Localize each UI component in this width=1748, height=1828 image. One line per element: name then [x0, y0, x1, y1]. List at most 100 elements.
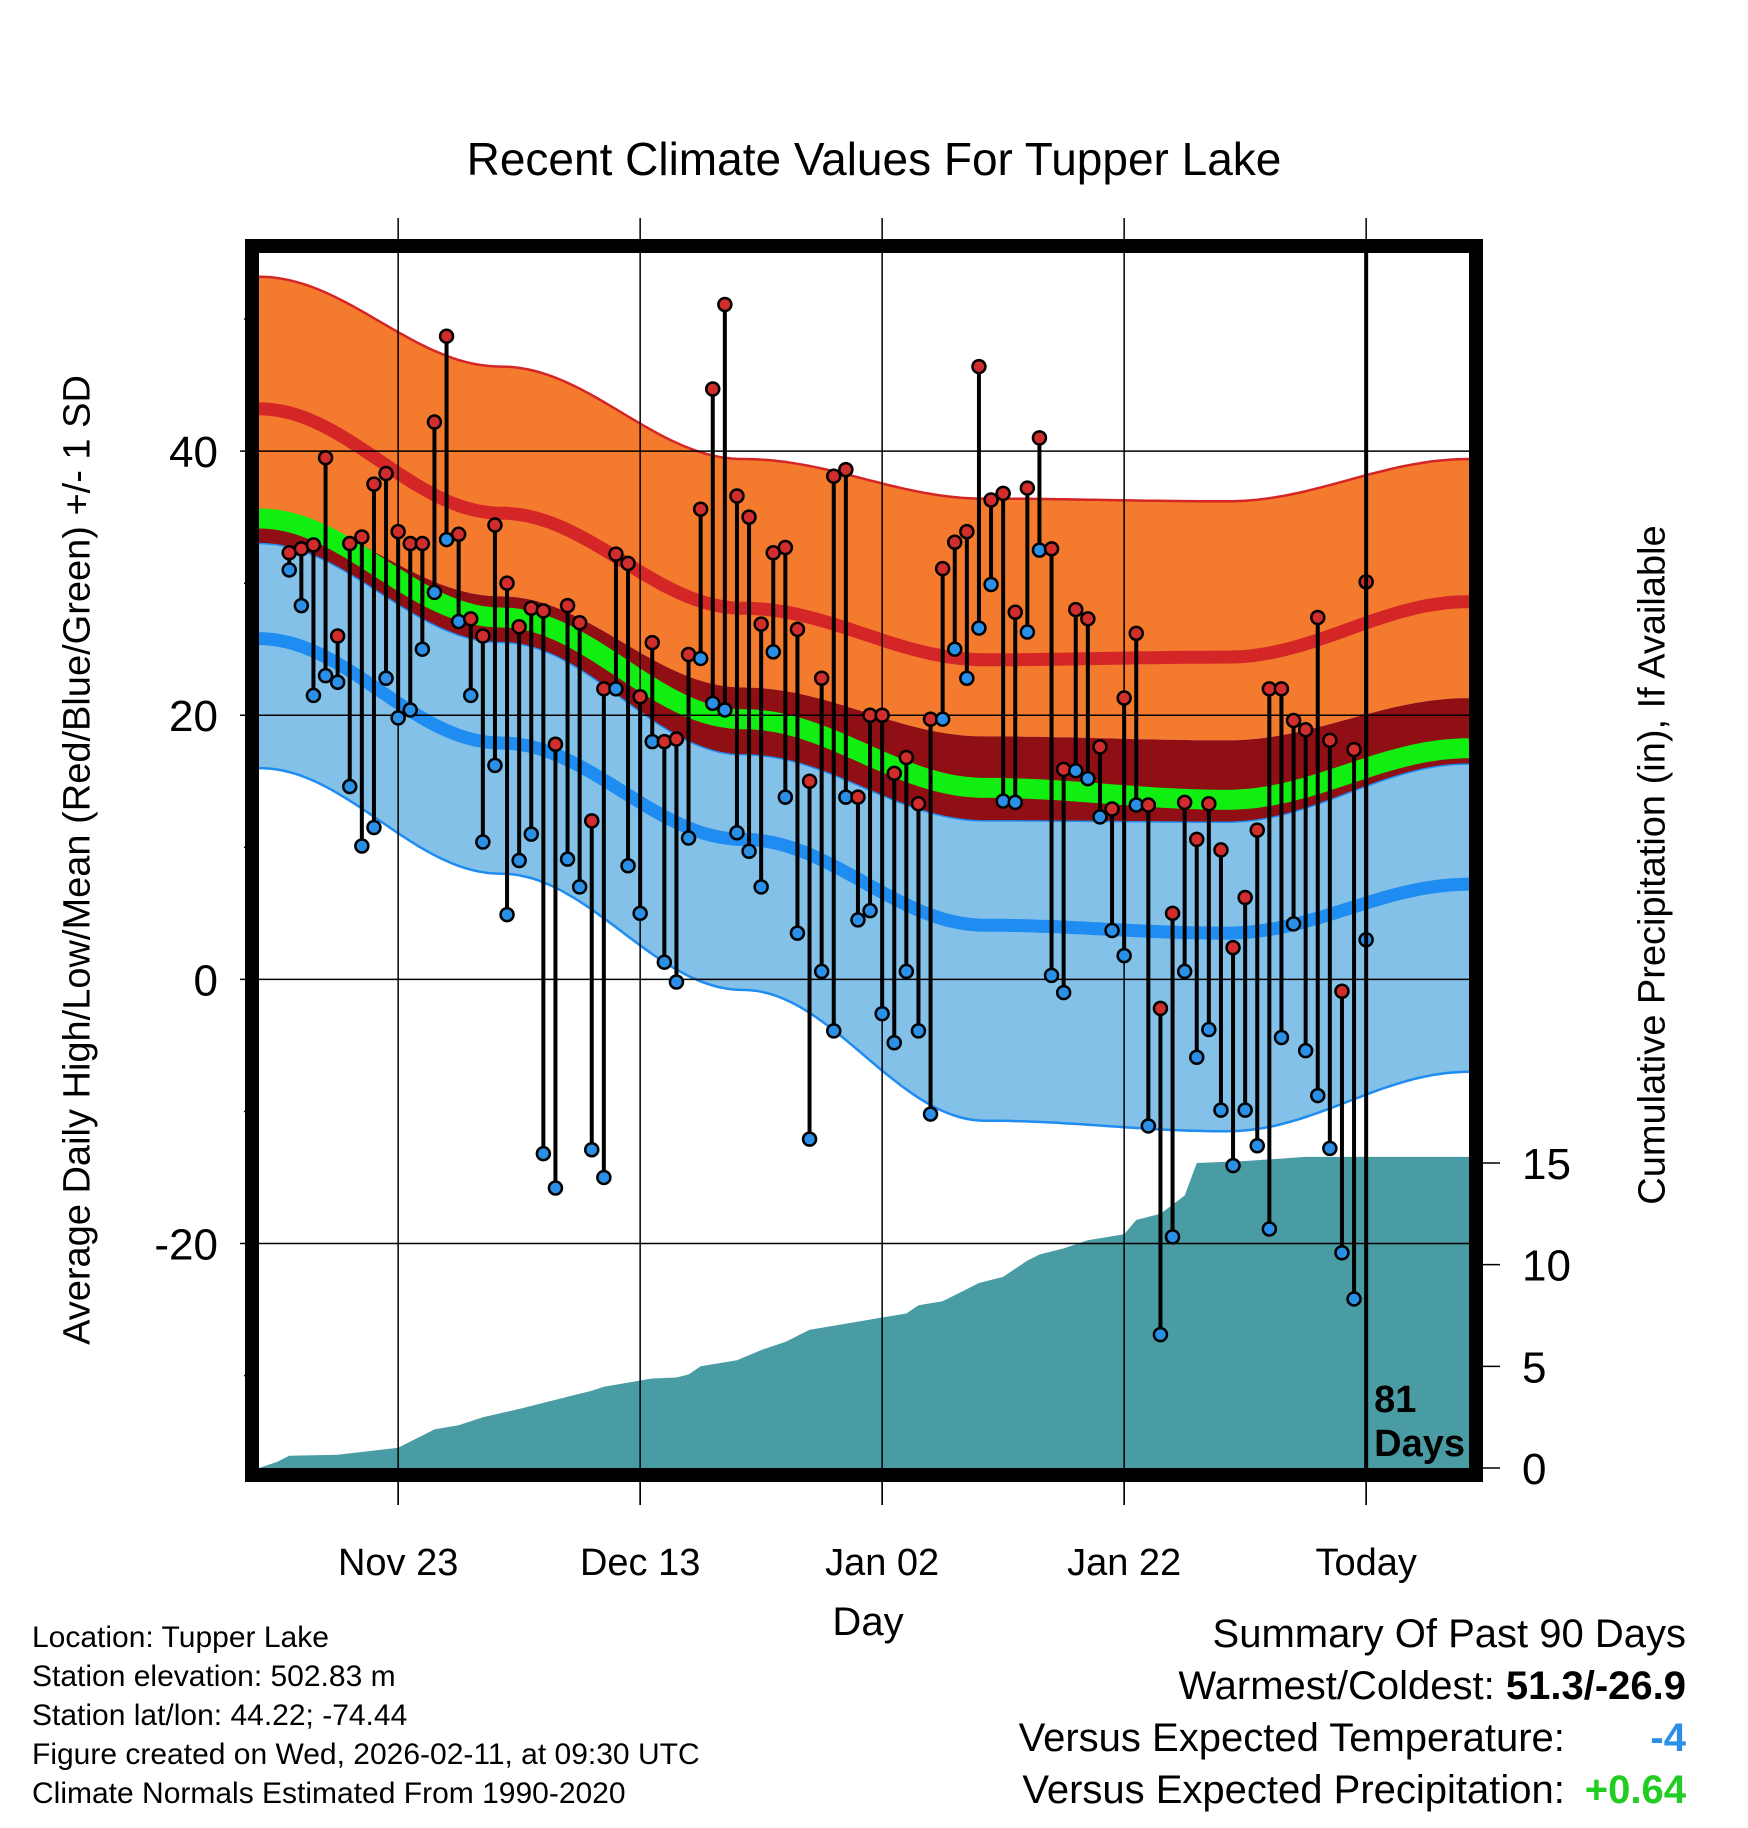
high-temp-point [656, 733, 673, 750]
x-tick-label: Today [1315, 1542, 1416, 1584]
y2-tick-label: 0 [1522, 1445, 1546, 1494]
precip-row: Versus Expected Precipitation: +0.64 [1019, 1764, 1686, 1816]
high-temp-point [329, 628, 346, 644]
high-temp-point [354, 529, 370, 545]
high-temp-point [644, 634, 660, 651]
low-sd-band [259, 543, 1469, 1132]
low-temp-point [922, 1106, 939, 1122]
high-temp-point [1043, 541, 1060, 557]
high-temp-point [1031, 430, 1048, 446]
low-temp-point [680, 830, 697, 846]
low-temp-point [717, 702, 733, 718]
high-temp-point [789, 621, 806, 638]
low-temp-point [1116, 947, 1132, 964]
low-temp-point [959, 670, 975, 686]
precip-label: Versus Expected Precipitation: [1022, 1768, 1565, 1812]
low-temp-point [305, 687, 322, 704]
high-temp-point [717, 296, 733, 313]
high-temp-point [995, 485, 1011, 502]
high-temp-point [523, 600, 539, 617]
low-temp-point [1261, 1221, 1278, 1237]
high-temp-point [463, 611, 479, 627]
created-text: Figure created on Wed, 2026-02-11, at 09… [32, 1738, 700, 1771]
low-temp-point [499, 906, 515, 923]
x-tick-label: Jan 22 [1067, 1542, 1181, 1584]
high-temp-point [959, 523, 975, 540]
high-temp-point [584, 813, 600, 829]
high-temp-point [874, 707, 890, 723]
chart-title: Recent Climate Values For Tupper Lake [466, 133, 1282, 185]
elevation-text: Station elevation: 502.83 m [32, 1660, 396, 1693]
low-temp-point [741, 843, 757, 860]
low-temp-point [765, 644, 781, 660]
low-temp-point [390, 710, 406, 726]
low-temp-point [862, 902, 878, 919]
high-temp-point [535, 603, 552, 619]
low-temp-point [596, 1169, 612, 1186]
y-tick-label: -20 [154, 1220, 218, 1269]
high-temp-point [813, 670, 830, 686]
high-temp-point [850, 789, 866, 805]
low-temp-point [1140, 1118, 1157, 1134]
normal-high-line [259, 402, 1469, 667]
plot-border [245, 239, 1483, 1482]
y2-tick-label: 5 [1522, 1343, 1546, 1392]
high-temp-point [741, 509, 757, 525]
low-temp-point [874, 1005, 890, 1022]
low-temp-point [317, 667, 334, 684]
low-temp-point [898, 963, 915, 980]
high-temp-point [378, 465, 394, 482]
high-temp-point [632, 688, 648, 705]
high-temp-point [1249, 822, 1265, 838]
low-temp-point [608, 681, 624, 697]
high-temp-point [475, 628, 491, 644]
low-temp-point [1225, 1157, 1241, 1174]
high-temp-point [729, 488, 745, 504]
low-temp-point [934, 711, 951, 727]
high-temp-point [511, 618, 527, 635]
temperature-data [281, 296, 1374, 1343]
low-temp-point [354, 838, 370, 854]
high-temp-point [499, 575, 515, 591]
high-temp-point [705, 381, 721, 397]
high-temp-point [1092, 739, 1108, 755]
low-temp-point [1092, 809, 1108, 825]
high-temp-point [1297, 722, 1314, 738]
low-temp-point [777, 789, 794, 805]
high-temp-point [668, 731, 685, 747]
high-temp-point [305, 537, 322, 553]
low-temp-point [1189, 1049, 1205, 1066]
low-temp-point [342, 778, 358, 795]
high-temp-point [1213, 842, 1229, 858]
high-temp-point [559, 597, 576, 614]
x-tick-label: Nov 23 [338, 1542, 458, 1584]
low-temp-point [559, 851, 576, 867]
secondary-y-axis-label: Cumulative Precipitation (in), If Availa… [1631, 525, 1674, 1205]
temp-value: -4 [1650, 1716, 1686, 1760]
high-temp-point [934, 560, 951, 577]
warm-cold-row: Warmest/Coldest: 51.3/-26.9 [1019, 1660, 1686, 1712]
high-temp-point [1164, 905, 1181, 922]
high-temp-point [1080, 611, 1096, 627]
high-temp-point [1310, 609, 1326, 626]
temp-label: Versus Expected Temperature: [1018, 1716, 1565, 1760]
high-temp-point [826, 468, 842, 484]
high-temp-point [898, 749, 915, 766]
low-temp-point [1068, 762, 1084, 779]
low-temp-point [450, 613, 467, 630]
normal-low-line [259, 632, 1469, 940]
high-temp-point [1201, 795, 1217, 812]
low-temp-point [1080, 770, 1096, 787]
station-info: Location: Tupper Lake Station elevation:… [32, 1618, 700, 1813]
low-temp-point [293, 597, 310, 614]
high-temp-point [1189, 831, 1205, 848]
low-temp-point [523, 826, 539, 842]
low-temp-point [1104, 922, 1120, 939]
low-temp-point [789, 925, 806, 941]
low-temp-point [584, 1141, 600, 1158]
low-temp-point [281, 562, 297, 578]
high-temp-point [886, 765, 902, 782]
low-temp-point [1249, 1138, 1265, 1154]
low-temp-point [1152, 1326, 1169, 1343]
